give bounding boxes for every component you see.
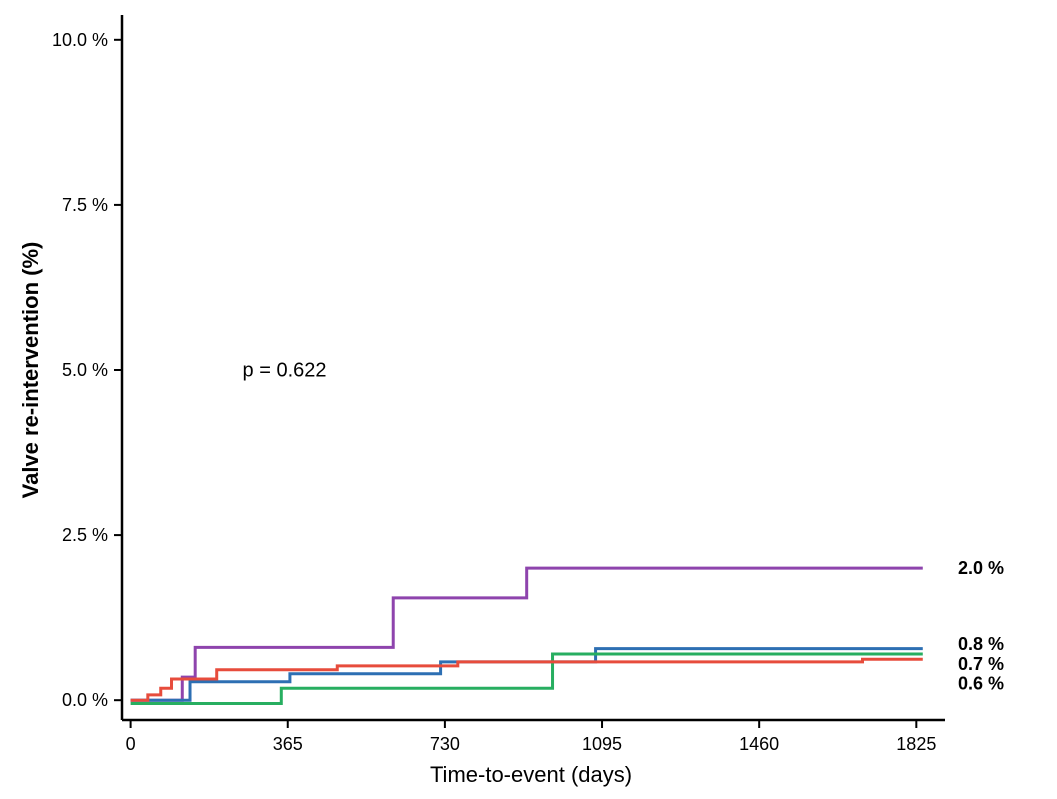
y-ticks: 0.0 % 2.5 % 5.0 % 7.5 % 10.0 %	[52, 30, 122, 710]
x-tick-label: 0	[126, 734, 136, 754]
end-label-purple: 2.0 %	[958, 558, 1004, 578]
y-tick-label: 10.0 %	[52, 30, 108, 50]
end-label-green: 0.7 %	[958, 654, 1004, 674]
x-tick-label: 1825	[896, 734, 936, 754]
y-tick-label: 5.0 %	[62, 360, 108, 380]
p-value-annotation: p = 0.622	[243, 360, 327, 382]
x-tick-label: 1460	[739, 734, 779, 754]
x-axis-title: Time-to-event (days)	[430, 762, 632, 787]
x-tick-label: 365	[273, 734, 303, 754]
series-blue	[131, 649, 923, 701]
y-axis-title: Valve re-intervention (%)	[18, 242, 43, 499]
km-chart: 0.0 % 2.5 % 5.0 % 7.5 % 10.0 % 0 365 730 1095 146…	[0, 0, 1057, 799]
x-tick-label: 1095	[582, 734, 622, 754]
y-tick-label: 2.5 %	[62, 525, 108, 545]
end-label-red: 0.6 %	[958, 674, 1004, 694]
y-tick-label: 7.5 %	[62, 195, 108, 215]
chart-svg: 0.0 % 2.5 % 5.0 % 7.5 % 10.0 % 0 365 730 1095 146…	[0, 0, 1057, 799]
y-tick-label: 0.0 %	[62, 690, 108, 710]
series-group	[131, 568, 923, 703]
end-label-blue: 0.8 %	[958, 634, 1004, 654]
x-ticks: 0 365 730 1095 1460 1825	[126, 720, 937, 754]
series-red	[131, 659, 923, 700]
x-tick-label: 730	[430, 734, 460, 754]
